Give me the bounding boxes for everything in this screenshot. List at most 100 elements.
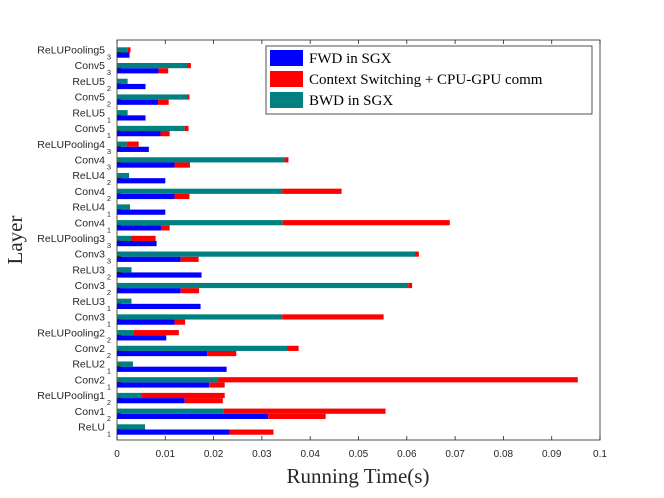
- y-tick-sublabel-19: 1: [107, 131, 111, 140]
- y-tick-label-24: ReLUPooling5: [37, 45, 105, 57]
- bar-fwd-9: [117, 288, 181, 294]
- x-tick-label-2: 0.02: [204, 449, 224, 460]
- legend-label-fwd: FWD in SGX: [309, 51, 392, 67]
- y-tick-label-1: Conv1: [75, 406, 106, 418]
- bar-bwd-19: [117, 125, 185, 132]
- bar-bwd-comm-18: [126, 141, 139, 147]
- bar-bwd-24: [117, 47, 128, 53]
- y-tick-label-17: Conv4: [75, 154, 106, 166]
- bar-bwd-comm-6: [133, 330, 179, 336]
- bar-bwd-8: [117, 298, 132, 304]
- y-tick-label-19: Conv5: [75, 123, 106, 135]
- x-tick-label-8: 0.08: [494, 449, 514, 460]
- bar-context-19: [160, 131, 170, 137]
- bar-bwd-comm-9: [408, 282, 413, 289]
- y-tick-label-20: ReLU5: [72, 107, 105, 119]
- y-axis-title: Layer: [3, 216, 27, 265]
- y-tick-label-7: Conv3: [75, 312, 106, 324]
- bar-bwd-comm-21: [187, 94, 190, 100]
- bar-fwd-12: [117, 241, 157, 247]
- bar-context-7: [174, 319, 186, 325]
- bar-bwd-comm-19: [184, 125, 189, 132]
- y-tick-label-22: ReLU5: [72, 76, 105, 88]
- bar-fwd-16: [117, 178, 166, 184]
- bar-bwd-comm-17: [284, 157, 289, 163]
- y-tick-sublabel-15: 2: [107, 194, 111, 203]
- y-tick-label-13: Conv4: [75, 217, 106, 229]
- bar-bwd-comm-24: [127, 47, 131, 53]
- bar-fwd-18: [117, 146, 149, 152]
- y-tick-sublabel-14: 1: [107, 210, 111, 219]
- bars-group: [117, 47, 578, 435]
- legend-swatch-bwd: [270, 92, 303, 108]
- bar-context-2: [184, 398, 223, 404]
- x-tick-label-4: 0.04: [300, 449, 320, 460]
- bar-fwd-17: [117, 162, 175, 168]
- bar-bwd-7: [117, 314, 283, 320]
- y-tick-label-9: Conv3: [75, 280, 106, 292]
- y-tick-sublabel-17: 3: [107, 162, 111, 171]
- y-tick-sublabel-9: 2: [107, 288, 111, 297]
- bar-context-17: [174, 162, 190, 168]
- bar-fwd-14: [117, 209, 166, 215]
- bar-context-21: [158, 99, 169, 105]
- bar-fwd-11: [117, 256, 181, 262]
- bar-bwd-6: [117, 330, 134, 336]
- bar-context-11: [180, 256, 199, 262]
- bar-bwd-comm-3: [218, 377, 578, 383]
- x-tick-label-7: 0.07: [445, 449, 465, 460]
- y-tick-label-0: ReLU: [78, 422, 105, 434]
- legend-label-context: Context Switching + CPU-GPU comm: [309, 72, 543, 88]
- y-tick-sublabel-7: 1: [107, 320, 111, 329]
- bar-bwd-comm-2: [141, 392, 225, 399]
- bar-bwd-comm-11: [415, 251, 419, 257]
- y-tick-sublabel-18: 3: [107, 147, 111, 156]
- y-tick-label-4: ReLU2: [72, 359, 105, 371]
- y-tick-sublabel-6: 2: [107, 335, 111, 344]
- y-tick-sublabel-5: 2: [107, 351, 111, 360]
- bar-fwd-23: [117, 68, 159, 74]
- legend-swatch-fwd: [270, 50, 303, 66]
- bar-bwd-4: [117, 361, 133, 367]
- bar-fwd-3: [117, 382, 210, 388]
- bar-context-1: [268, 413, 326, 419]
- y-tick-sublabel-20: 1: [107, 115, 111, 124]
- x-tick-label-1: 0.01: [156, 449, 176, 460]
- bar-fwd-10: [117, 272, 202, 278]
- bar-fwd-21: [117, 99, 159, 105]
- bar-fwd-6: [117, 335, 167, 341]
- y-tick-label-18: ReLUPooling4: [37, 139, 105, 151]
- bar-fwd-22: [117, 83, 146, 90]
- bar-bwd-20: [117, 110, 128, 116]
- y-tick-sublabel-3: 1: [107, 382, 111, 391]
- x-tick-label-5: 0.05: [349, 449, 369, 460]
- y-tick-label-8: ReLU3: [72, 296, 105, 308]
- bar-bwd-9: [117, 282, 409, 289]
- y-tick-sublabel-4: 1: [107, 367, 111, 376]
- y-tick-label-15: Conv4: [75, 186, 106, 198]
- bar-context-9: [180, 288, 200, 294]
- bar-bwd-15: [117, 188, 283, 194]
- y-tick-sublabel-2: 2: [107, 398, 111, 407]
- x-tick-label-6: 0.06: [397, 449, 417, 460]
- x-tick-label-10: 0.1: [593, 449, 607, 460]
- bar-bwd-23: [117, 63, 189, 69]
- bar-bwd-comm-7: [282, 314, 384, 320]
- bar-fwd-1: [117, 413, 269, 419]
- bar-bwd-18: [117, 141, 127, 147]
- bar-bwd-3: [117, 377, 219, 383]
- y-tick-sublabel-1: 2: [107, 414, 111, 423]
- bar-bwd-comm-12: [131, 235, 156, 241]
- y-tick-label-6: ReLUPooling2: [37, 327, 105, 339]
- bar-bwd-5: [117, 345, 288, 351]
- bar-fwd-0: [117, 429, 230, 435]
- bar-bwd-21: [117, 94, 188, 100]
- bar-bwd-14: [117, 204, 131, 210]
- bar-bwd-13: [117, 220, 283, 226]
- legend: FWD in SGX Context Switching + CPU-GPU c…: [265, 45, 593, 115]
- y-tick-sublabel-11: 3: [107, 257, 111, 266]
- y-tick-sublabel-0: 1: [107, 430, 111, 439]
- bar-bwd-comm-15: [282, 188, 342, 194]
- legend-swatch-context: [270, 71, 303, 87]
